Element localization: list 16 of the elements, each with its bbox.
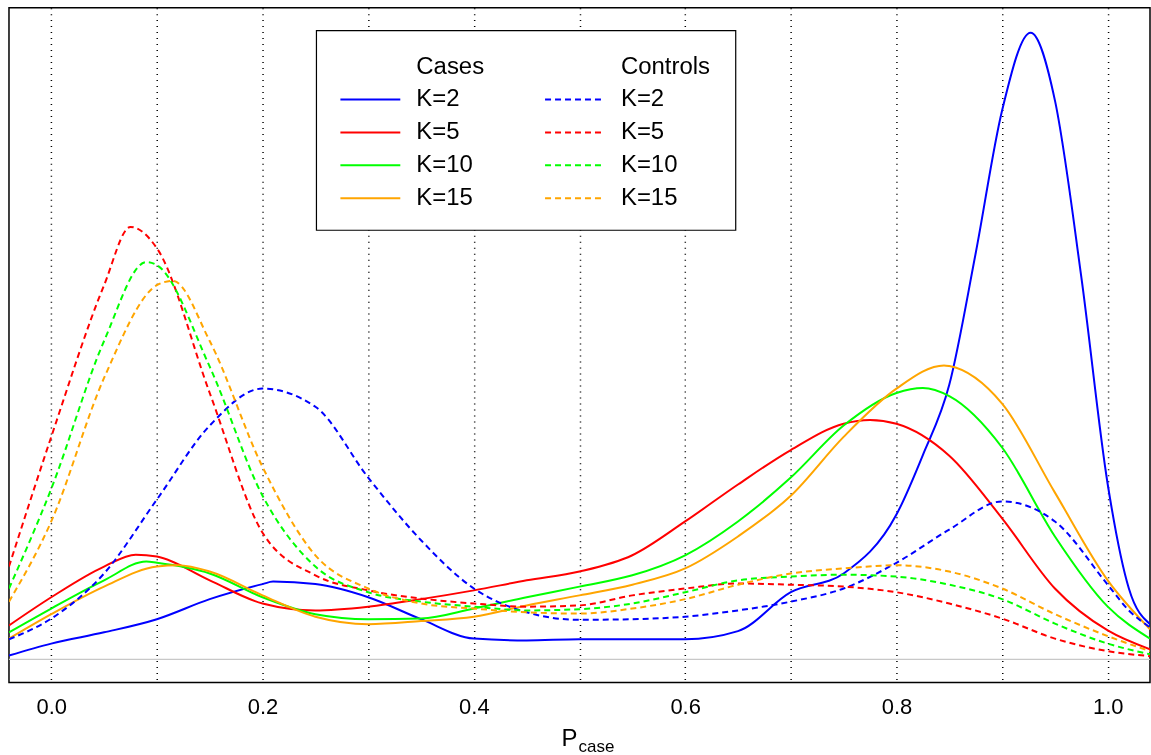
- annotation: Cases: [416, 51, 485, 79]
- legend-label: K=10: [620, 150, 678, 178]
- x-tick-label: 0.6: [670, 693, 701, 719]
- x-tick-label: 0.8: [881, 693, 913, 719]
- legend-label: K=5: [416, 117, 460, 145]
- legend-label: K=15: [620, 183, 678, 211]
- x-tick-label: 0.2: [247, 693, 279, 719]
- legend-label: K=5: [620, 117, 665, 145]
- x-tick-label: 0.0: [36, 693, 68, 719]
- legend-label: K=10: [416, 150, 473, 178]
- legend-label: K=15: [416, 183, 473, 211]
- legend-label: K=2: [620, 84, 665, 112]
- x-tick-label: 1.0: [1092, 693, 1124, 719]
- annotation: Controls: [620, 51, 711, 79]
- legend-label: K=2: [416, 84, 460, 112]
- x-tick-label: 0.4: [459, 693, 490, 719]
